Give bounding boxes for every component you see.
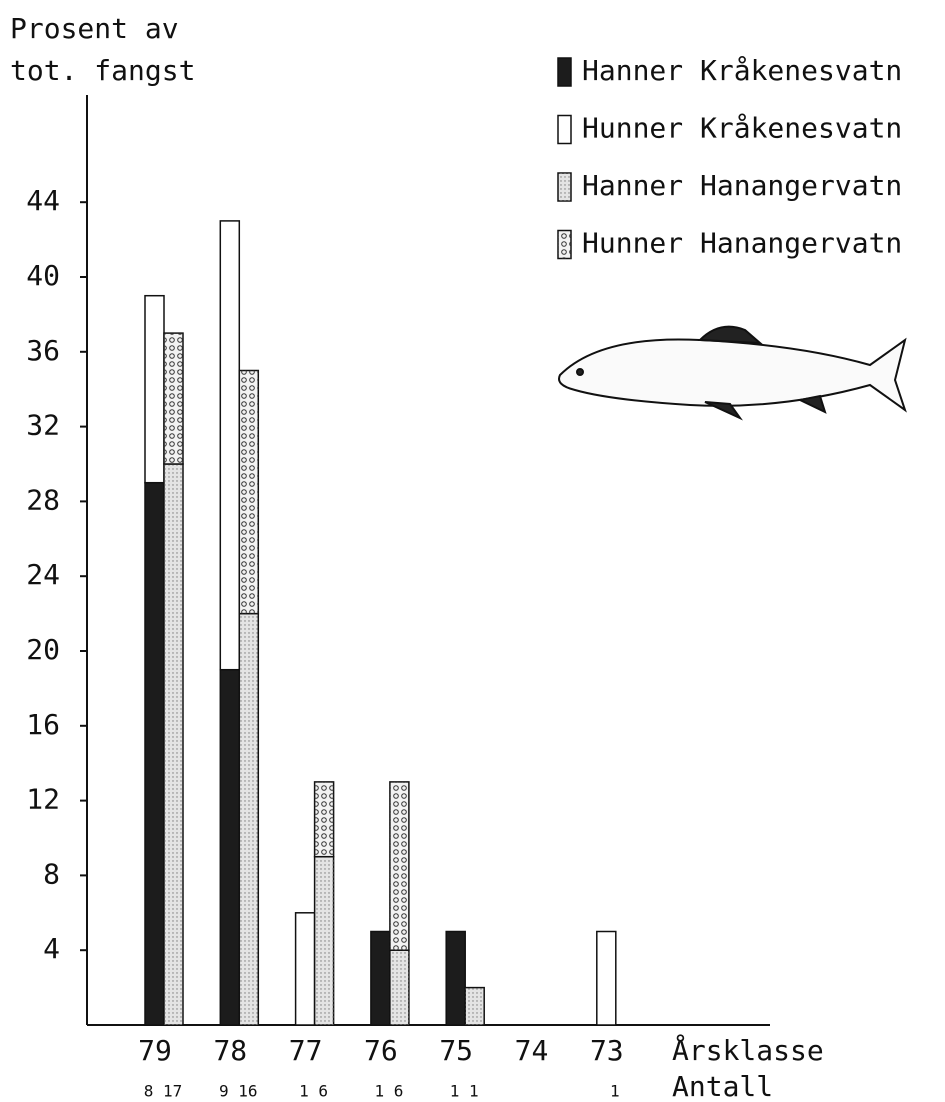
- count-label: Antall: [672, 1070, 773, 1102]
- bar-pattern: [389, 781, 409, 951]
- x-tick-label: 76: [364, 1034, 398, 1067]
- bar-pattern: [164, 333, 183, 464]
- y-tick-label: 40: [26, 259, 60, 292]
- bar-pattern: [314, 856, 334, 1025]
- x-tick-label: 79: [138, 1034, 172, 1067]
- bar-pattern: [239, 613, 259, 1025]
- count-label-value: 1 6: [299, 1082, 328, 1101]
- y-tick-label: 24: [26, 558, 60, 591]
- y-tick-label: 20: [26, 633, 60, 666]
- bar: [144, 481, 165, 1026]
- y-tick-label: 12: [26, 783, 60, 816]
- legend-swatch-pattern: [558, 173, 571, 201]
- legend-label: Hunner Kråkenesvatn: [582, 112, 902, 145]
- y-tick-label: 8: [43, 857, 60, 890]
- bar: [144, 294, 165, 484]
- count-label-value: 1: [610, 1082, 620, 1101]
- count-label-value: 9 16: [219, 1082, 258, 1101]
- fish-illustration: [558, 325, 907, 421]
- bar-pattern: [164, 464, 183, 1025]
- bar: [596, 930, 617, 1026]
- legend-label: Hunner Hanangervatn: [582, 227, 902, 260]
- y-tick-label: 36: [26, 334, 60, 367]
- count-label-value: 8 17: [144, 1082, 183, 1101]
- legend-swatch: [557, 114, 572, 145]
- y-tick-label: 32: [26, 409, 60, 442]
- y-tick-label: 4: [43, 932, 60, 965]
- x-tick-label: 75: [439, 1034, 473, 1067]
- bar: [219, 668, 241, 1026]
- y-tick-label: 28: [26, 483, 60, 516]
- count-label-value: 1 6: [374, 1082, 403, 1101]
- bar: [219, 220, 241, 671]
- x-tick-label: 73: [590, 1034, 624, 1067]
- bar-pattern: [465, 987, 485, 1025]
- bar-pattern: [389, 950, 409, 1025]
- y-tick-label: 44: [26, 184, 60, 217]
- x-tick-label: 78: [213, 1034, 247, 1067]
- bar-pattern: [239, 370, 259, 614]
- bar: [370, 930, 391, 1026]
- count-label-value: 1 1: [450, 1082, 479, 1101]
- bar-pattern: [314, 781, 334, 857]
- x-tick-label: 74: [515, 1034, 549, 1067]
- x-axis-label: Årsklasse: [672, 1033, 824, 1067]
- legend-swatch-pattern: [558, 230, 571, 259]
- y-axis-label: tot. fangst: [10, 54, 195, 87]
- y-axis-label: Prosent av: [10, 12, 179, 45]
- bar: [445, 930, 466, 1026]
- bar: [294, 912, 316, 1026]
- legend-label: Hanner Kråkenesvatn: [582, 54, 902, 87]
- legend-swatch: [557, 57, 572, 87]
- y-tick-label: 16: [26, 708, 60, 741]
- legend-label: Hanner Hanangervatn: [582, 169, 902, 202]
- x-tick-label: 77: [289, 1034, 323, 1067]
